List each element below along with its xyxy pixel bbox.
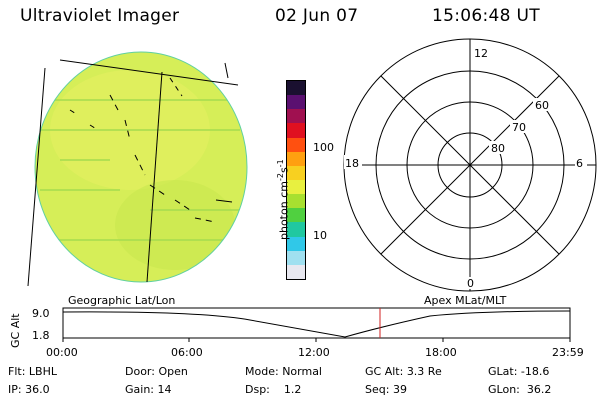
info-filter: Flt: LBHL (8, 365, 57, 378)
geographic-grid (27, 59, 239, 287)
colorbar-tick-100: 100 (313, 141, 334, 154)
polar-label-bottom: 0 (467, 277, 474, 290)
colorbar-band (287, 222, 305, 237)
polar-label-right: 6 (576, 157, 583, 170)
info-ip: IP: 36.0 (8, 383, 50, 396)
info-gc-alt: GC Alt: 3.3 Re (365, 365, 442, 378)
colorbar-band (287, 123, 305, 138)
info-mode: Mode: Normal (245, 365, 322, 378)
instrument-title: Ultraviolet Imager (20, 6, 180, 26)
polar-ring-label-80: 80 (491, 142, 505, 155)
colorbar-tick-10: 10 (313, 229, 327, 242)
info-dsp: Dsp: 1.2 (245, 383, 302, 396)
colorbar-band (287, 194, 305, 209)
info-door: Door: Open (125, 365, 188, 378)
info-gain: Gain: 14 (125, 383, 172, 396)
info-seq: Seq: 39 (365, 383, 407, 396)
colorbar-band (287, 137, 305, 152)
timeline-tick-4: 23:59 (552, 346, 584, 359)
polar-ring-label-60: 60 (535, 99, 549, 112)
colorbar-band (287, 250, 305, 265)
colorbar-band (287, 208, 305, 223)
colorbar-band (287, 264, 305, 279)
observation-date: 02 Jun 07 (275, 6, 359, 26)
colorbar-band (287, 95, 305, 110)
colorbar-band (287, 151, 305, 166)
colorbar-band (287, 179, 305, 195)
timeline-y-top: 9.0 (32, 307, 50, 320)
polar-ring-label-70: 70 (512, 121, 526, 134)
polar-label-top: 12 (474, 47, 488, 60)
observation-time: 15:06:48 UT (432, 6, 540, 26)
colorbar-band (287, 236, 305, 251)
image-stripes (40, 99, 240, 241)
colorbar-band (287, 165, 305, 180)
info-glat: GLat: -18.6 (488, 365, 550, 378)
info-glon: GLon: 36.2 (488, 383, 552, 396)
timeline-tick-3: 18:00 (425, 346, 457, 359)
colorbar-band (287, 109, 305, 124)
intensity-colorbar (286, 80, 306, 280)
timeline-left-label: Geographic Lat/Lon (68, 294, 176, 307)
timeline-tick-1: 06:00 (171, 346, 203, 359)
polar-label-left: 18 (345, 157, 359, 170)
timeline-y-bottom: 1.8 (32, 329, 50, 342)
timeline-right-label: Apex MLat/MLT (424, 294, 507, 307)
timeline-tick-2: 12:00 (298, 346, 330, 359)
timeline-tick-0: 00:00 (46, 346, 78, 359)
colorbar-band (287, 81, 305, 96)
